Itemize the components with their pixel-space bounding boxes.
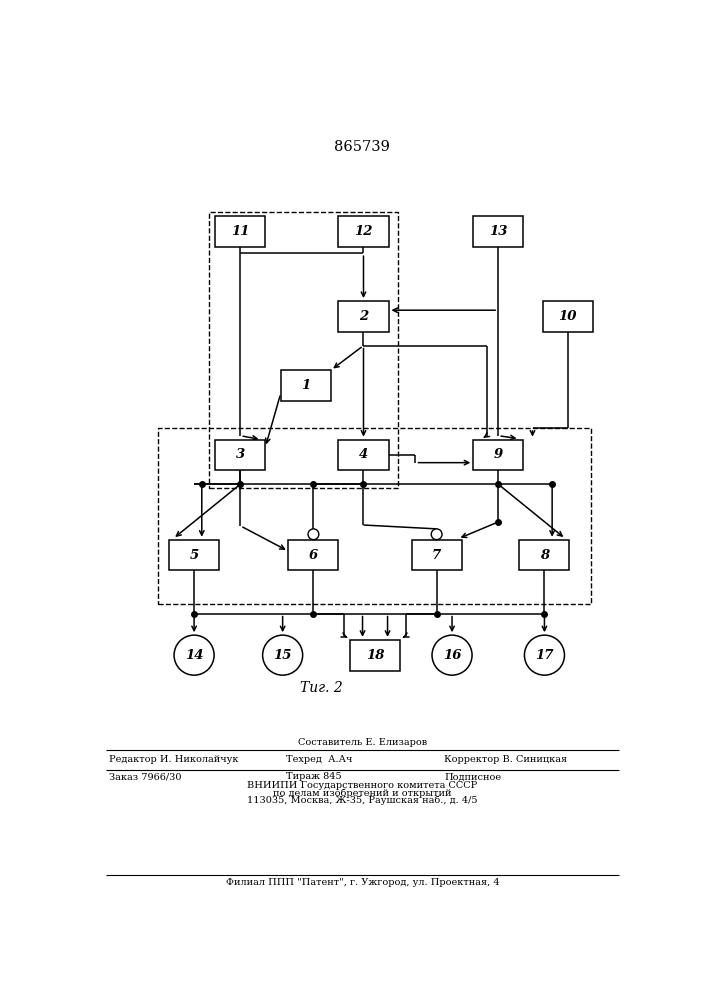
Bar bbox=[288, 540, 339, 570]
Text: Техред  А.Ач: Техред А.Ач bbox=[286, 755, 353, 764]
Circle shape bbox=[525, 635, 564, 675]
Bar bbox=[520, 540, 569, 570]
Bar bbox=[542, 301, 592, 332]
Text: 1: 1 bbox=[301, 379, 310, 392]
Bar bbox=[169, 540, 219, 570]
Text: Редактор И. Николайчук: Редактор И. Николайчук bbox=[110, 755, 239, 764]
Text: Подписное: Подписное bbox=[444, 772, 501, 781]
Circle shape bbox=[308, 529, 319, 540]
Text: 865739: 865739 bbox=[334, 140, 390, 154]
Text: 5: 5 bbox=[189, 549, 199, 562]
Text: Тираж 845: Тираж 845 bbox=[286, 772, 342, 781]
Circle shape bbox=[262, 635, 303, 675]
Bar bbox=[215, 216, 265, 247]
Text: 2: 2 bbox=[359, 310, 368, 323]
Bar bbox=[209, 212, 398, 488]
Text: 17: 17 bbox=[535, 649, 554, 662]
Text: 12: 12 bbox=[354, 225, 373, 238]
Bar bbox=[473, 216, 523, 247]
Circle shape bbox=[174, 635, 214, 675]
Text: 11: 11 bbox=[231, 225, 250, 238]
Text: Заказ 7966/30: Заказ 7966/30 bbox=[110, 772, 182, 781]
Text: 3: 3 bbox=[235, 448, 245, 461]
Bar bbox=[158, 428, 590, 604]
Text: 8: 8 bbox=[540, 549, 549, 562]
Bar bbox=[281, 370, 331, 401]
Text: 18: 18 bbox=[366, 649, 385, 662]
Text: 4: 4 bbox=[359, 448, 368, 461]
Text: 14: 14 bbox=[185, 649, 204, 662]
Text: 6: 6 bbox=[309, 549, 318, 562]
Bar bbox=[411, 540, 462, 570]
Text: 7: 7 bbox=[432, 549, 441, 562]
Text: 15: 15 bbox=[274, 649, 292, 662]
Text: 9: 9 bbox=[493, 448, 503, 461]
Circle shape bbox=[432, 635, 472, 675]
Text: Филиал ППП "Патент", г. Ужгород, ул. Проектная, 4: Филиал ППП "Патент", г. Ужгород, ул. Про… bbox=[226, 878, 499, 887]
Circle shape bbox=[431, 529, 442, 540]
Text: ВНИИПИ Государственного комитета СССР: ВНИИПИ Государственного комитета СССР bbox=[247, 781, 477, 790]
Bar bbox=[339, 440, 389, 470]
Bar bbox=[350, 640, 400, 671]
Text: 10: 10 bbox=[559, 310, 577, 323]
Text: Составитель Е. Елизаров: Составитель Е. Елизаров bbox=[298, 738, 427, 747]
Bar bbox=[473, 440, 523, 470]
Bar bbox=[215, 440, 265, 470]
Text: 113035, Москва, Ж-35, Раушская наб., д. 4/5: 113035, Москва, Ж-35, Раушская наб., д. … bbox=[247, 796, 478, 805]
Text: 13: 13 bbox=[489, 225, 508, 238]
Text: Корректор В. Синицкая: Корректор В. Синицкая bbox=[444, 755, 568, 764]
Text: по делам изобретений и открытий: по делам изобретений и открытий bbox=[273, 788, 452, 798]
Text: 16: 16 bbox=[443, 649, 461, 662]
Bar bbox=[339, 216, 389, 247]
Text: Τиг. 2: Τиг. 2 bbox=[300, 681, 342, 695]
Bar bbox=[339, 301, 389, 332]
